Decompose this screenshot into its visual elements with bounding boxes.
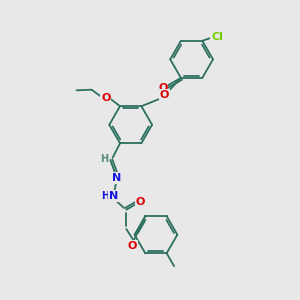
Text: Cl: Cl [211, 32, 223, 42]
Text: N: N [112, 173, 122, 183]
Text: O: O [136, 196, 145, 206]
Text: H: H [100, 154, 108, 164]
Text: O: O [128, 241, 137, 251]
Text: O: O [160, 90, 169, 100]
Text: H: H [101, 191, 109, 201]
Text: O: O [101, 93, 110, 103]
Text: O: O [158, 83, 168, 93]
Text: N: N [109, 191, 119, 201]
